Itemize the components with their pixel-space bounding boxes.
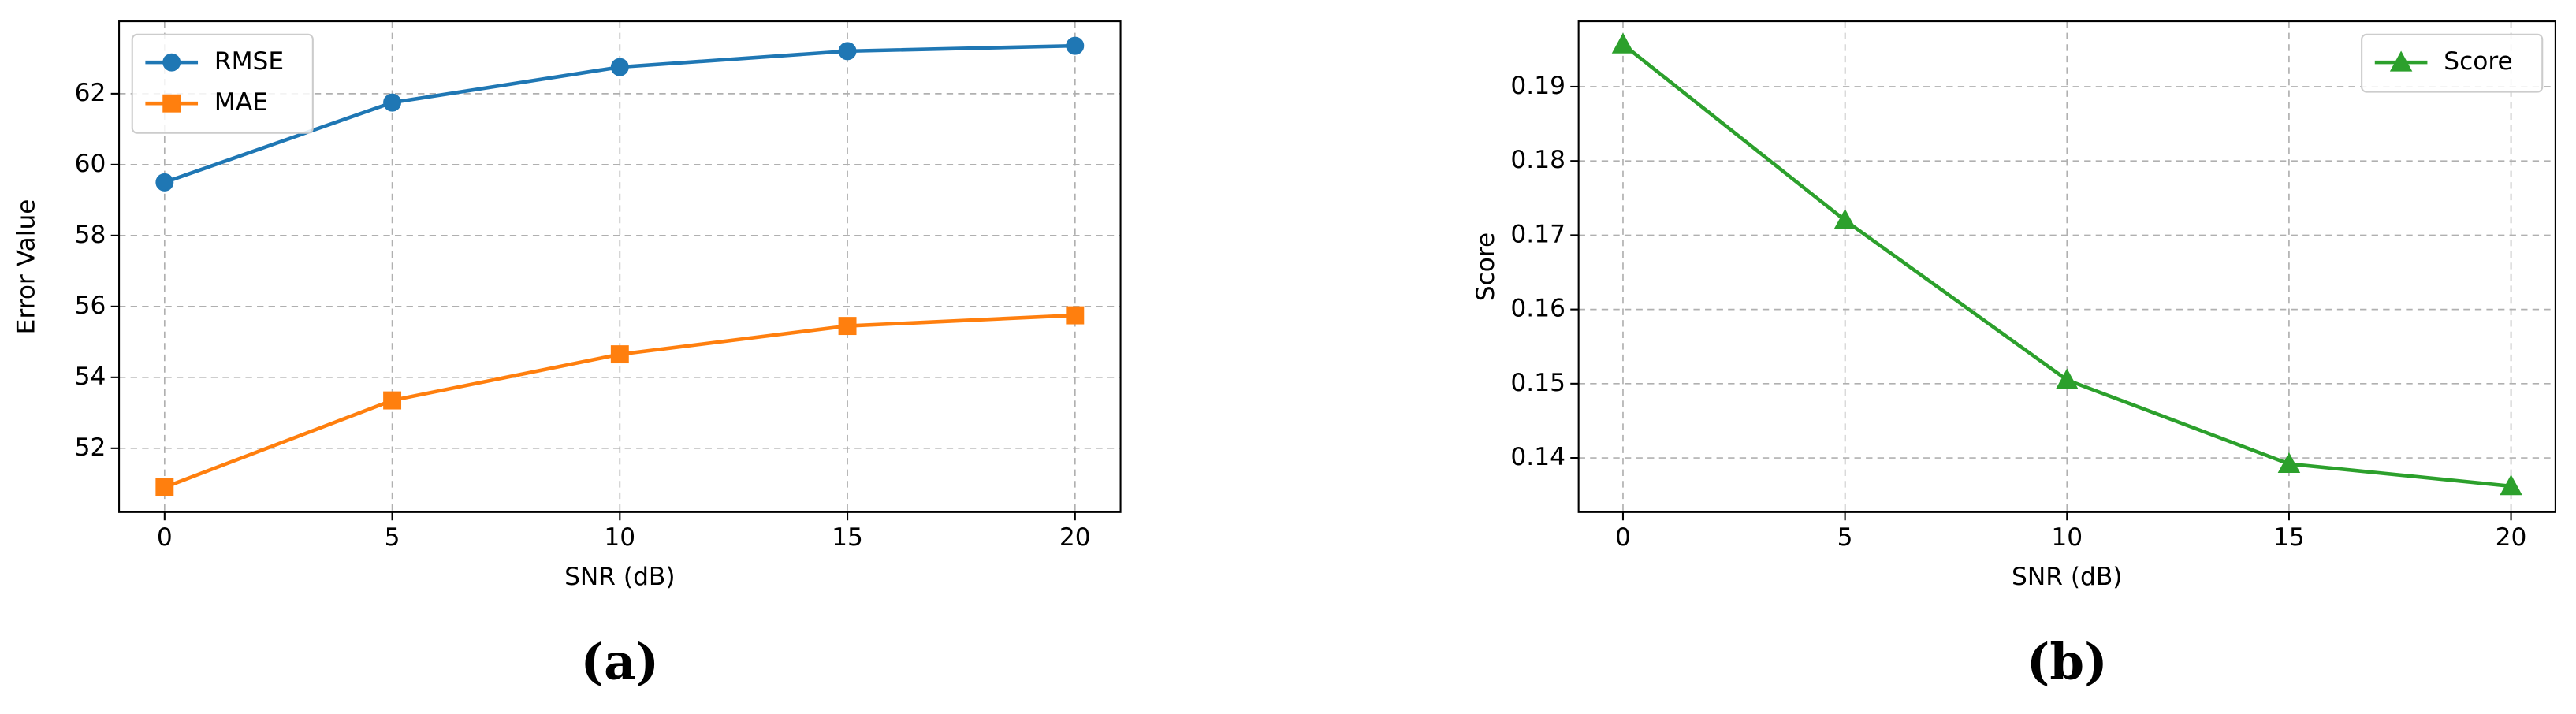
marker (1066, 306, 1085, 325)
y-axis-label: Error Value (12, 199, 40, 335)
marker (383, 391, 402, 410)
legend-label: MAE (214, 88, 268, 117)
y-tick-label: 56 (75, 292, 106, 320)
marker (2389, 50, 2413, 72)
x-tick-label: 10 (604, 523, 635, 552)
x-tick-label: 20 (1059, 523, 1091, 552)
y-tick-label: 0.18 (1510, 146, 1565, 174)
x-axis-label: SNR (dB) (2012, 563, 2122, 591)
marker (610, 345, 629, 364)
marker (155, 173, 174, 192)
marker (1611, 32, 1635, 54)
y-tick-label: 62 (75, 79, 106, 107)
y-tick-label: 58 (75, 221, 106, 249)
chart-panel: 0 5 10 15 20 52 54 56 58 60 62 SNR (dB) Error Value (… (12, 20, 1122, 691)
marker (155, 478, 174, 496)
chart-panel: 0 5 10 15 20 0.14 0.15 0.16 0.17 0.18 0.19 SNR (dB)… (1472, 20, 2556, 691)
marker (838, 42, 857, 61)
panel-label: (a) (581, 633, 660, 691)
x-tick-label: 5 (1837, 523, 1853, 552)
marker (2277, 452, 2301, 474)
legend-label: Score (2444, 47, 2512, 76)
marker (2056, 368, 2079, 389)
x-tick-label: 0 (157, 523, 173, 552)
y-tick-label: 0.14 (1510, 443, 1565, 471)
legend-label: RMSE (214, 47, 284, 76)
legend: Score (2361, 33, 2544, 93)
y-tick-label: 0.15 (1510, 369, 1565, 397)
y-tick-label: 54 (75, 363, 106, 391)
y-tick-label: 0.19 (1510, 72, 1565, 100)
x-tick-label: 5 (385, 523, 400, 552)
marker (383, 93, 402, 112)
x-axis-label: SNR (dB) (564, 563, 675, 591)
plot-frame (1577, 20, 2556, 513)
y-tick-label: 52 (75, 433, 106, 462)
x-tick-label: 15 (832, 523, 863, 552)
x-tick-label: 10 (2051, 523, 2083, 552)
marker (2500, 474, 2522, 496)
x-tick-label: 20 (2496, 523, 2527, 552)
marker (1833, 208, 1856, 230)
x-tick-label: 15 (2273, 523, 2305, 552)
marker (610, 58, 629, 76)
legend: RMSE MAE (131, 33, 314, 134)
y-tick-label: 60 (75, 150, 106, 178)
marker (1066, 36, 1085, 55)
marker (162, 53, 181, 72)
x-tick-label: 0 (1615, 523, 1631, 552)
marker (838, 317, 857, 336)
marker (162, 94, 181, 113)
legend-box (2361, 33, 2544, 93)
plot-frame (118, 20, 1122, 513)
y-tick-label: 0.17 (1510, 220, 1565, 248)
y-tick-label: 0.16 (1510, 295, 1565, 323)
y-axis-label: Score (1472, 232, 1500, 301)
panel-label: (b) (2027, 633, 2108, 691)
